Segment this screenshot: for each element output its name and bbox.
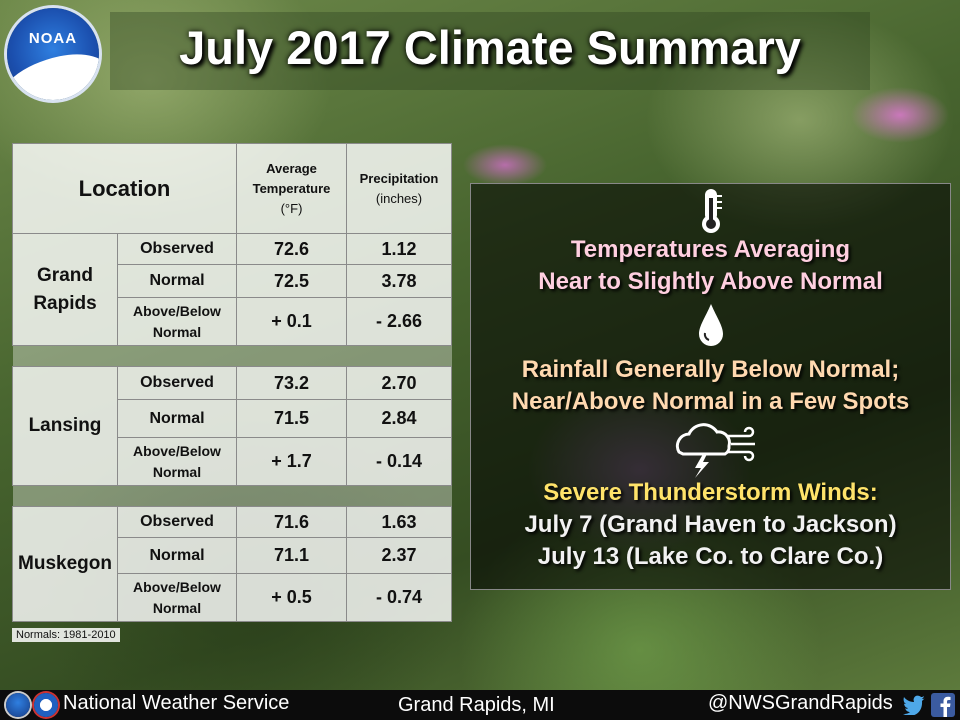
storm-summary-line1: Severe Thunderstorm Winds: [543, 479, 878, 506]
storm-summary-line3: July 13 (Lake Co. to Clare Co.) [537, 543, 884, 570]
cell-temp: 71.5 [236, 399, 347, 438]
normals-note: Normals: 1981-2010 [12, 628, 120, 642]
rain-summary-line2: Near/Above Normal in a Few Spots [511, 388, 910, 415]
table-spacer [12, 345, 452, 367]
cell-temp: 71.1 [236, 537, 347, 574]
row-label-observed: Observed [117, 366, 237, 400]
cell-precip: 2.84 [346, 399, 452, 438]
cell-temp-diff: + 0.1 [236, 297, 347, 346]
table-row: Above/Below Normal + 0.5 - 0.74 [13, 573, 452, 622]
cell-precip: 2.70 [346, 366, 452, 400]
page-title: July 2017 Climate Summary [179, 21, 801, 74]
facebook-icon[interactable] [931, 693, 955, 717]
row-label-normal: Normal [117, 537, 237, 574]
row-label-observed: Observed [117, 506, 237, 538]
table-row: Above/Below Normal + 0.1 - 2.66 [13, 297, 452, 346]
table-spacer [12, 485, 452, 507]
cell-precip: 2.37 [346, 537, 452, 574]
noaa-logo-icon [6, 693, 30, 717]
raindrop-icon [699, 304, 723, 346]
title-band [110, 12, 870, 90]
cell-temp-diff: + 1.7 [236, 437, 347, 486]
storm-summary-line2: July 7 (Grand Haven to Jackson) [524, 511, 897, 538]
table-row: Normal 71.1 2.37 [13, 537, 452, 574]
cell-temp: 72.5 [236, 264, 347, 298]
cell-precip: 3.78 [346, 264, 452, 298]
row-label-observed: Observed [117, 233, 237, 265]
footer-agency: National Weather Service [63, 692, 290, 714]
header-precipitation: Precipitation (inches) [346, 143, 452, 234]
temp-summary-line1: Temperatures Averaging [570, 236, 851, 263]
noaa-logo-text: NOAA [28, 30, 78, 47]
storm-wind-icon [675, 423, 755, 478]
row-label-above-below: Above/Below Normal [117, 437, 237, 486]
footer-handle[interactable]: @NWSGrandRapids [708, 692, 893, 714]
temp-summary-line2: Near to Slightly Above Normal [538, 268, 883, 295]
cell-temp: 73.2 [236, 366, 347, 400]
footer-bar: National Weather Service Grand Rapids, M… [0, 690, 960, 720]
cell-precip-diff: - 0.74 [346, 573, 452, 622]
header-temperature: Average Temperature (°F) [236, 143, 347, 234]
cell-temp: 71.6 [236, 506, 347, 538]
twitter-icon[interactable] [902, 695, 926, 715]
noaa-logo: NOAA [7, 8, 99, 100]
cell-precip: 1.12 [346, 233, 452, 265]
climate-table: Location Average Temperature (°F) Precip… [12, 143, 452, 622]
footer-location: Grand Rapids, MI [398, 694, 555, 716]
city-muskegon: Muskegon [12, 506, 118, 622]
table-row: Muskegon Observed 71.6 1.63 [12, 506, 452, 622]
cell-precip: 1.63 [346, 506, 452, 538]
row-label-normal: Normal [117, 264, 237, 298]
row-label-above-below: Above/Below Normal [117, 573, 237, 622]
thermometer-icon [702, 189, 722, 233]
header-location: Location [12, 143, 237, 234]
table-row: Normal 72.5 3.78 [13, 264, 452, 298]
summary-panel: Temperatures Averaging Near to Slightly … [470, 183, 951, 590]
city-grand-rapids: Grand Rapids [12, 233, 118, 346]
cell-precip-diff: - 0.14 [346, 437, 452, 486]
rain-summary-line1: Rainfall Generally Below Normal; [521, 356, 900, 383]
row-label-above-below: Above/Below Normal [117, 297, 237, 346]
city-lansing: Lansing [12, 366, 118, 486]
cell-temp-diff: + 0.5 [236, 573, 347, 622]
nws-logo-icon [34, 693, 58, 717]
cell-precip-diff: - 2.66 [346, 297, 452, 346]
table-row: Grand Rapids Observed 72.6 1.12 [12, 233, 452, 346]
row-label-normal: Normal [117, 399, 237, 438]
table-row: Lansing Observed 73.2 2.70 [12, 366, 452, 486]
cell-temp: 72.6 [236, 233, 347, 265]
